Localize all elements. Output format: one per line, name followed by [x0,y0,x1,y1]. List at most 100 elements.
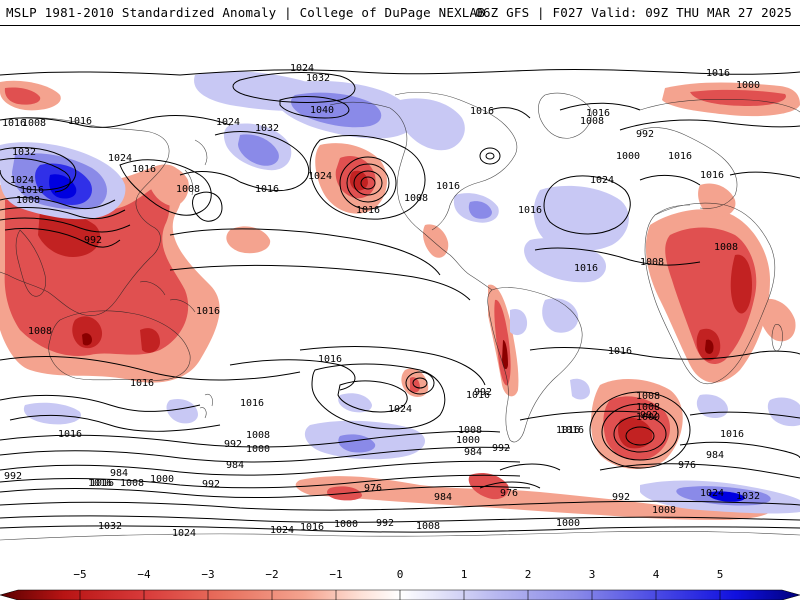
isobar-label: 992 [636,129,654,140]
isobar-label: 1008 [458,425,482,436]
isobar-label: 976 [500,488,518,499]
isobar-label: 1008 [580,116,604,127]
isobar-label: 1016 [720,429,744,440]
isobar-label: 1032 [306,73,330,84]
isobar-label: 1016 [356,205,380,216]
isobar-label: 1016 [470,106,494,117]
isobar-label: 1040 [310,105,334,116]
positive-anomaly-shading [0,71,800,514]
colorbar-tick-label: 2 [524,568,532,581]
colorbar: −5 −4 −3 −2 −1 0 1 2 3 4 5 [0,568,800,600]
isobar-label: 1016 [68,116,92,127]
map-header: MSLP 1981-2010 Standardized Anomaly | Co… [0,0,800,26]
colorbar-tick-label: 3 [588,568,596,581]
isobar-label: 1000 [636,412,660,423]
isobar-label: 1024 [270,525,294,536]
isobar-label: 1008 [714,242,738,253]
isobar-label: 1016 [20,185,44,196]
isobar-label: 1024 [290,63,314,74]
isobar-label: 1016 [436,181,460,192]
isobar-label: 1024 [108,153,132,164]
negative-anomaly-shading [0,80,800,520]
colorbar-tick-label: −3 [201,568,215,581]
isobar-label: 992 [474,387,492,398]
isobar-label: 1016 [560,425,584,436]
isobar-label: 1000 [456,435,480,446]
isobar-label: 984 [464,447,482,458]
isobar-label: 1032 [12,147,36,158]
isobar-label: 1016 [608,346,632,357]
isobar-label: 1016 [706,68,730,79]
isobar-label: 1016 [556,425,580,436]
isobar-label: 1016 [90,478,114,489]
isobar-label: 984 [110,468,128,479]
isobar-label: 1016 [130,378,154,389]
isobar-contours [0,68,800,533]
isobar-label: 1008 [22,118,46,129]
isobar-label: 1000 [334,519,358,530]
isobar-label: 1008 [636,391,660,402]
isobar-label: 1032 [98,521,122,532]
isobar-label: 1000 [556,518,580,529]
isobar-label: 976 [678,460,696,471]
isobar-label: 992 [640,410,658,421]
colorbar-ramp [0,589,800,600]
isobar-label: 1008 [636,402,660,413]
colorbar-tick-label: −5 [73,568,87,581]
isobar-label: 992 [202,479,220,490]
isobar-label: 1008 [416,521,440,532]
isobar-label: 1024 [10,175,34,186]
isobar-label: 1016 [700,170,724,181]
isobar-label: 1000 [616,151,640,162]
colorbar-tick-label: −2 [265,568,279,581]
isobar-label: 1008 [28,326,52,337]
isobar-label: 1016 [318,354,342,365]
isobar-label: 1016 [574,263,598,274]
colorbar-tick-label: 1 [460,568,468,581]
isobar-label: 1008 [246,430,270,441]
colorbar-tick-label: 0 [396,568,404,581]
colorbar-tick-label: −1 [329,568,343,581]
isobar-label: 1000 [150,474,174,485]
colorbar-tick-label: −4 [137,568,151,581]
isobar-label: 984 [434,492,452,503]
colorbar-tick-label: 4 [652,568,660,581]
isobar-label: 1024 [308,171,332,182]
isobar-labels: 1024 1032 1040 1024 1032 1024 1016 1016 … [2,63,760,539]
isobar-label: 976 [364,483,382,494]
isobar-label: 1016 [132,164,156,175]
map-title: MSLP 1981-2010 Standardized Anomaly | Co… [6,5,485,20]
isobar-label: 1016 [518,205,542,216]
mslp-anomaly-map: 1024 1032 1040 1024 1032 1024 1016 1016 … [0,40,800,555]
isobar-label: 1024 [388,404,412,415]
isobar-label: 1016 [58,429,82,440]
colorbar-tick-label: 5 [716,568,724,581]
isobar-label: 1024 [172,528,196,539]
model-run-info: 06Z GFS | F027 Valid: 09Z THU MAR 27 202… [475,5,792,20]
isobar-label: 1024 [700,488,724,499]
isobar-label: 1008 [640,257,664,268]
isobar-label: 1008 [16,195,40,206]
isobar-label: 1016 [586,108,610,119]
isobar-label: 1016 [2,118,26,129]
isobar-label: 1008 [404,193,428,204]
isobar-label: 1000 [246,444,270,455]
isobar-label: 1008 [176,184,200,195]
isobar-label: 1024 [590,175,614,186]
isobar-label: 992 [4,471,22,482]
isobar-label: 992 [84,235,102,246]
isobar-label: 1008 [120,478,144,489]
isobar-label: 1032 [736,491,760,502]
isobar-label: 1016 [88,478,112,489]
isobar-label: 1032 [255,123,279,134]
isobar-label: 1016 [196,306,220,317]
isobar-label: 1016 [466,390,490,401]
isobar-label: 984 [226,460,244,471]
isobar-label: 992 [376,518,394,529]
isobar-label: 1016 [240,398,264,409]
isobar-label: 992 [224,439,242,450]
isobar-label: 1016 [668,151,692,162]
isobar-label: 992 [492,443,510,454]
isobar-label: 1000 [736,80,760,91]
isobar-label: 1016 [300,522,324,533]
